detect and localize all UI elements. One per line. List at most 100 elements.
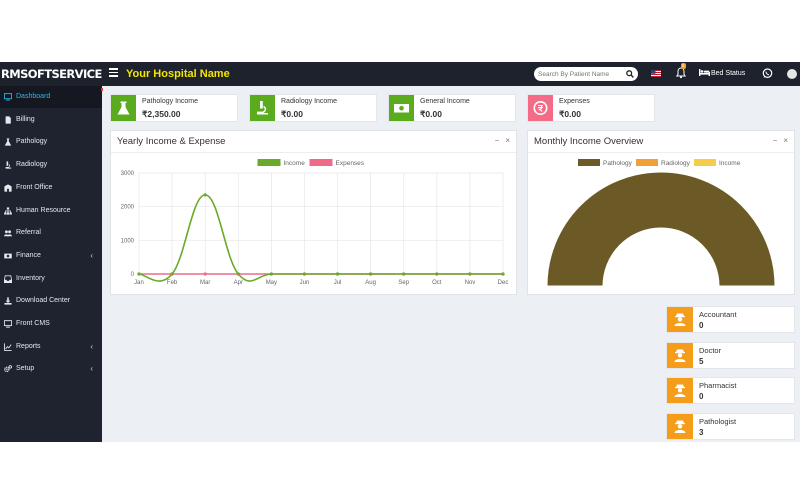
pathology-income-box[interactable]: Pathology Income ₹2,350.00	[110, 94, 238, 122]
data-point[interactable]	[369, 272, 373, 276]
sidebar-item-radiology[interactable]: Radiology	[0, 154, 102, 176]
data-point[interactable]	[203, 272, 207, 276]
radiology-income-icon-tile	[250, 95, 275, 121]
expenses-box[interactable]: Expenses ₹0.00	[527, 94, 655, 122]
search-icon[interactable]	[626, 70, 634, 78]
data-point[interactable]	[435, 272, 439, 276]
legend-label[interactable]: Radiology	[661, 160, 691, 167]
brand-logo[interactable]: RMSOFTSERVICES	[1, 67, 102, 81]
chevron-left-icon: ‹	[90, 250, 93, 260]
user-secret-icon	[674, 384, 686, 397]
legend-label[interactable]: Expenses	[336, 160, 365, 167]
legend-swatch[interactable]	[636, 159, 658, 166]
top-navbar: RMSOFTSERVICES Your Hospital Name 5	[0, 62, 800, 86]
sidebar-item-label: Reports	[16, 342, 41, 350]
user-secret-icon	[674, 349, 686, 362]
income-box-title: Expenses	[559, 98, 590, 105]
flask-icon	[4, 138, 12, 146]
yearly-line-chart: Income Expenses 0 1000 2000 3000 Jan Feb Mar Apr M…	[121, 159, 509, 286]
staff-card-pharmacist[interactable]: Pharmacist 0	[666, 377, 795, 404]
income-box-value: ₹2,350.00	[142, 109, 181, 119]
chevron-left-icon: ‹	[90, 364, 93, 374]
sidebar-item-label: Pathology	[16, 138, 48, 146]
minimize-icon[interactable]: −	[772, 136, 778, 145]
y-tick-label: 3000	[121, 171, 135, 177]
staff-icon-tile	[667, 378, 693, 403]
staff-icon-tile	[667, 307, 693, 332]
sidebar-item-setup[interactable]: Setup ‹	[0, 358, 102, 380]
general-income-box[interactable]: General Income ₹0.00	[388, 94, 516, 122]
data-point[interactable]	[501, 272, 505, 276]
staff-count: 3	[699, 428, 704, 437]
data-point[interactable]	[402, 272, 406, 276]
y-tick-label: 2000	[121, 205, 135, 211]
sidebar-item-inventory[interactable]: Inventory	[0, 268, 102, 290]
sidebar-item-referral[interactable]: Referral	[0, 222, 102, 244]
panel-tools: − ×	[489, 131, 510, 150]
staff-card-accountant[interactable]: Accountant 0	[666, 306, 795, 333]
whatsapp-icon[interactable]	[762, 68, 773, 79]
data-point[interactable]	[302, 272, 307, 276]
close-icon[interactable]: ×	[505, 136, 510, 145]
patient-search-input[interactable]	[538, 68, 620, 80]
x-tick-label: Apr	[234, 280, 243, 286]
x-tick-label: Dec	[498, 280, 509, 286]
legend-label[interactable]: Income	[719, 160, 741, 167]
sidebar-item-label: Radiology	[16, 161, 48, 169]
close-icon[interactable]: ×	[783, 136, 788, 145]
bed-status-link[interactable]: Bed Status	[711, 70, 746, 77]
income-box-title: Radiology Income	[281, 98, 338, 105]
user-avatar[interactable]	[787, 69, 797, 79]
staff-count: 0	[699, 392, 704, 401]
sidebar-item-finance[interactable]: Finance ‹	[0, 245, 102, 267]
sidebar-item-label: Front CMS	[16, 320, 50, 327]
staff-card-pathologist[interactable]: Pathologist 3	[666, 413, 795, 440]
radiology-income-box[interactable]: Radiology Income ₹0.00	[249, 94, 377, 122]
staff-role: Pharmacist	[699, 381, 737, 390]
patient-search[interactable]	[534, 67, 638, 81]
legend-swatch[interactable]	[578, 159, 600, 166]
data-point[interactable]	[236, 272, 240, 276]
sidebar-item-dashboard[interactable]: Dashboard	[0, 86, 102, 108]
sidebar-item-human-resource[interactable]: Human Resource	[0, 200, 102, 222]
us-flag-icon[interactable]	[651, 70, 661, 77]
sidebar-item-reports[interactable]: Reports ‹	[0, 336, 102, 358]
money-icon	[4, 253, 12, 259]
legend-swatch[interactable]	[309, 159, 333, 166]
donut-slice-pathology[interactable]	[546, 171, 776, 287]
income-box-value: ₹0.00	[281, 109, 303, 119]
sidebar-item-front-cms[interactable]: Front CMS	[0, 313, 102, 335]
menu-toggle-icon[interactable]	[109, 68, 118, 79]
data-point[interactable]	[468, 272, 472, 276]
income-box-value: ₹0.00	[559, 109, 581, 119]
sidebar-item-label: Dashboard	[16, 93, 51, 100]
data-point[interactable]	[137, 272, 141, 276]
x-tick-label: Feb	[167, 280, 178, 286]
data-point[interactable]	[335, 272, 340, 276]
bed-icon[interactable]	[699, 68, 710, 77]
sidebar-item-label: Referral	[16, 229, 41, 237]
sidebar-item-front-office[interactable]: Front Office	[0, 177, 102, 199]
general-income-icon-tile	[389, 95, 414, 121]
sidebar-item-pathology[interactable]: Pathology	[0, 131, 102, 153]
sidebar-item-download-center[interactable]: Download Center	[0, 290, 102, 312]
sidebar-item-billing[interactable]: Billing	[0, 109, 102, 131]
building-icon	[4, 184, 12, 192]
notification-count-badge: 5	[681, 63, 686, 69]
money-icon	[394, 104, 409, 113]
legend-swatch[interactable]	[257, 159, 281, 166]
minimize-icon[interactable]: −	[494, 136, 500, 145]
legend-label[interactable]: Income	[284, 160, 306, 167]
x-tick-label: Sep	[398, 280, 409, 286]
data-point[interactable]	[203, 193, 207, 197]
data-point[interactable]	[170, 272, 174, 276]
staff-role: Accountant	[699, 310, 737, 319]
legend-label[interactable]: Pathology	[603, 160, 633, 167]
line-chart-icon	[4, 343, 12, 351]
staff-count: 0	[699, 321, 704, 330]
staff-card-doctor[interactable]: Doctor 5	[666, 342, 795, 369]
app-shell: RMSOFTSERVICES Your Hospital Name 5	[0, 62, 800, 442]
expenses-icon-tile	[528, 95, 553, 121]
legend-swatch[interactable]	[694, 159, 716, 166]
data-point[interactable]	[269, 272, 273, 276]
